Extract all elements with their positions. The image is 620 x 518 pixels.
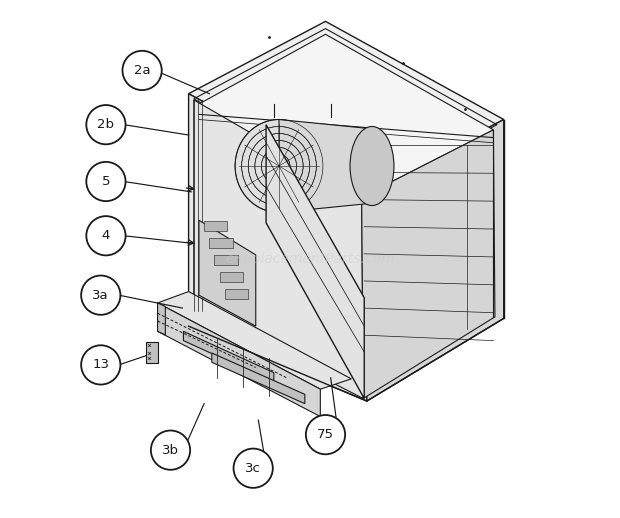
- Circle shape: [234, 449, 273, 488]
- Circle shape: [86, 105, 126, 145]
- Polygon shape: [188, 94, 367, 401]
- Circle shape: [306, 415, 345, 454]
- Bar: [210, 238, 232, 248]
- Text: 3a: 3a: [92, 289, 109, 301]
- Ellipse shape: [235, 120, 323, 212]
- Polygon shape: [157, 303, 166, 335]
- Circle shape: [86, 216, 126, 255]
- Text: 4: 4: [102, 229, 110, 242]
- Polygon shape: [367, 120, 503, 401]
- Bar: [204, 221, 228, 231]
- Text: 5: 5: [102, 175, 110, 188]
- Text: 2b: 2b: [97, 118, 115, 131]
- Polygon shape: [199, 34, 494, 197]
- Text: eReplacementParts.com: eReplacementParts.com: [225, 252, 395, 266]
- Ellipse shape: [350, 126, 394, 206]
- Circle shape: [81, 276, 120, 315]
- Circle shape: [81, 346, 120, 384]
- Text: 13: 13: [92, 358, 109, 371]
- Bar: [215, 255, 237, 265]
- Polygon shape: [266, 125, 364, 398]
- Polygon shape: [157, 303, 321, 416]
- Text: 3b: 3b: [162, 443, 179, 457]
- Circle shape: [86, 162, 126, 201]
- Polygon shape: [157, 292, 352, 389]
- Polygon shape: [188, 21, 503, 192]
- Polygon shape: [194, 100, 363, 398]
- Polygon shape: [184, 332, 274, 382]
- Text: 3c: 3c: [246, 462, 261, 474]
- Circle shape: [151, 430, 190, 470]
- Polygon shape: [212, 353, 305, 404]
- Polygon shape: [361, 130, 495, 398]
- Bar: [225, 290, 248, 299]
- Text: 2a: 2a: [134, 64, 151, 77]
- Polygon shape: [199, 220, 256, 326]
- Polygon shape: [146, 342, 157, 363]
- Bar: [219, 272, 243, 282]
- Polygon shape: [279, 120, 372, 212]
- Circle shape: [123, 51, 162, 90]
- Text: 75: 75: [317, 428, 334, 441]
